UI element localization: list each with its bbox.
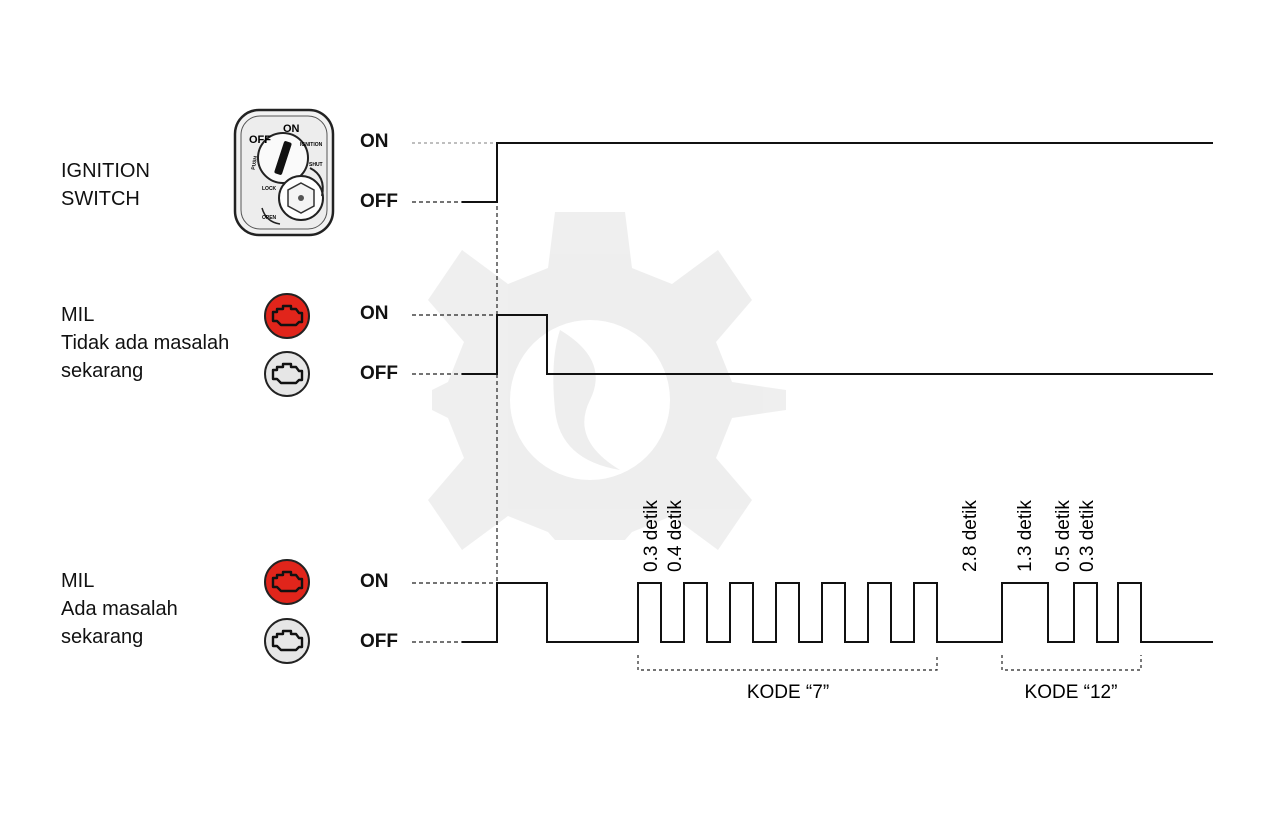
mil1-on-label: ON — [360, 303, 389, 324]
label-line: sekarang — [61, 626, 144, 648]
switch-ignition-text: IGNITION — [300, 142, 323, 148]
kode-12-bracket — [1001, 655, 1142, 671]
timing-label-0-3-second: 0.3 detik — [1077, 500, 1098, 572]
gear-watermark-icon — [428, 212, 786, 550]
ignition-switch-icon: OFF ON IGNITION SHUT LOCK PUSH OPEN — [233, 108, 335, 237]
label-line: MIL — [61, 304, 95, 326]
switch-push-text: PUSH — [251, 155, 259, 170]
mil-on-icon — [264, 293, 310, 339]
label-line: SWITCH — [61, 188, 140, 210]
ignition-switch-label: IGNITION SWITCH — [61, 157, 150, 213]
ignition-off-label: OFF — [360, 191, 398, 212]
switch-open-text: OPEN — [262, 215, 277, 221]
mil2-on-label: ON — [360, 571, 389, 592]
ignition-waveform — [462, 142, 1213, 203]
code-brackets — [637, 655, 1142, 671]
mil-off-icon — [264, 618, 310, 664]
label-line: Ada masalah — [61, 598, 178, 620]
kode-7-label: KODE “7” — [747, 682, 829, 703]
ignition-on-label: ON — [360, 131, 389, 152]
mil-problem-waveform — [462, 582, 1213, 643]
mil-no-problem-waveform — [462, 314, 1213, 375]
switch-lock-text: LOCK — [262, 186, 277, 192]
label-line: Tidak ada masalah — [61, 332, 230, 354]
label-line: IGNITION — [61, 160, 150, 182]
timing-label-0-3-first: 0.3 detik — [641, 500, 662, 572]
mil1-off-label: OFF — [360, 363, 398, 384]
timing-label-0-5: 0.5 detik — [1053, 500, 1074, 572]
mil-problem-label: MIL Ada masalah sekarang — [61, 567, 178, 651]
timing-label-2-8: 2.8 detik — [960, 500, 981, 572]
mil-off-icon — [264, 351, 310, 397]
mil-on-icon — [264, 559, 310, 605]
switch-off-text: OFF — [249, 134, 271, 146]
label-line: sekarang — [61, 360, 144, 382]
timing-label-1-3: 1.3 detik — [1015, 500, 1036, 572]
switch-shut-text: SHUT — [309, 162, 323, 168]
kode-12-label: KODE “12” — [1025, 682, 1118, 703]
mil2-off-label: OFF — [360, 631, 398, 652]
kode-7-bracket — [637, 655, 938, 671]
label-line: MIL — [61, 570, 95, 592]
level-leaders — [412, 142, 498, 643]
timing-label-0-4: 0.4 detik — [665, 500, 686, 572]
mil-no-problem-label: MIL Tidak ada masalah sekarang — [61, 301, 229, 385]
switch-on-text: ON — [283, 123, 300, 135]
